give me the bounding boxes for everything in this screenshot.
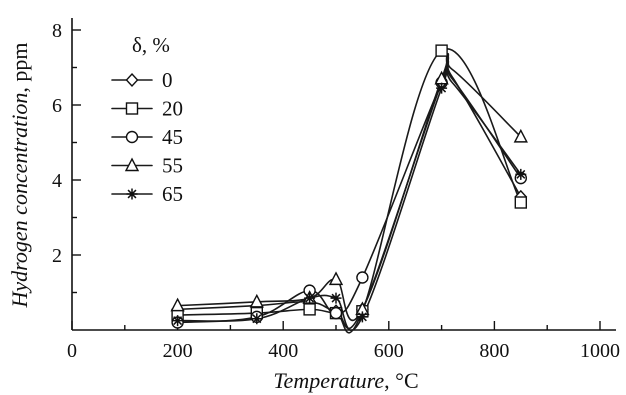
x-tick-label: 0 xyxy=(67,340,77,362)
axis-ticks xyxy=(71,29,601,330)
data-point-20 xyxy=(435,44,448,57)
legend-marker xyxy=(126,188,138,200)
y-tick-label: 2 xyxy=(52,245,62,267)
data-point-65 xyxy=(356,311,368,323)
y-axis-title-unit: , ppm xyxy=(7,43,32,93)
data-point-55 xyxy=(170,297,185,312)
legend-marker xyxy=(125,102,139,115)
data-point-45 xyxy=(329,306,343,320)
x-tick-label: 800 xyxy=(479,340,509,362)
data-point-20 xyxy=(514,196,527,209)
y-tick-label: 4 xyxy=(52,170,62,192)
x-tick-label: 600 xyxy=(374,340,404,362)
x-axis-title: Temperature, °C xyxy=(273,368,418,393)
series-line-55 xyxy=(176,52,522,321)
legend-label: 55 xyxy=(162,154,183,178)
data-point-65 xyxy=(515,168,527,180)
x-tick-label: 400 xyxy=(268,340,298,362)
legend: δ, % 0 20 45 55 65 xyxy=(111,33,183,206)
data-point-65 xyxy=(436,82,448,94)
legend-label: 65 xyxy=(162,182,183,206)
legend-entry-45: 45 xyxy=(111,125,183,149)
data-point-65 xyxy=(330,292,342,304)
series-line-65 xyxy=(176,62,522,332)
legend-marker xyxy=(124,157,140,172)
data-point-45 xyxy=(356,271,369,284)
legend-label: 20 xyxy=(162,97,183,121)
legend-marker xyxy=(125,130,139,144)
y-axis-title: Hydrogen concentration, ppm xyxy=(7,43,32,309)
legend-title: δ, % xyxy=(132,33,170,57)
y-axis-title-name: Hydrogen concentration xyxy=(7,93,32,309)
data-point-55 xyxy=(513,128,528,143)
legend-entry-65: 65 xyxy=(111,182,183,206)
series-markers xyxy=(170,44,528,329)
series-line-20 xyxy=(176,48,522,334)
data-point-65 xyxy=(172,315,184,327)
legend-entry-0: 0 xyxy=(111,68,173,92)
legend-entry-55: 55 xyxy=(111,154,183,178)
series-line-45 xyxy=(176,59,522,324)
x-tick-label: 200 xyxy=(163,340,193,362)
data-point-20 xyxy=(303,303,316,316)
series-lines xyxy=(176,48,522,334)
data-point-65 xyxy=(304,292,316,304)
x-axis-title-name: Temperature xyxy=(273,368,384,393)
series-line-0 xyxy=(176,55,522,330)
x-axis-title-unit: , °C xyxy=(384,368,418,393)
data-point-55 xyxy=(328,271,344,286)
y-tick-label: 8 xyxy=(52,20,62,42)
legend-marker xyxy=(125,72,139,88)
x-tick-label: 1000 xyxy=(580,340,620,362)
data-point-65 xyxy=(251,313,263,325)
legend-entry-20: 20 xyxy=(111,97,183,121)
y-tick-label: 6 xyxy=(52,95,62,117)
data-point-55 xyxy=(249,293,264,308)
legend-label: 0 xyxy=(162,68,173,92)
legend-label: 45 xyxy=(162,125,183,149)
